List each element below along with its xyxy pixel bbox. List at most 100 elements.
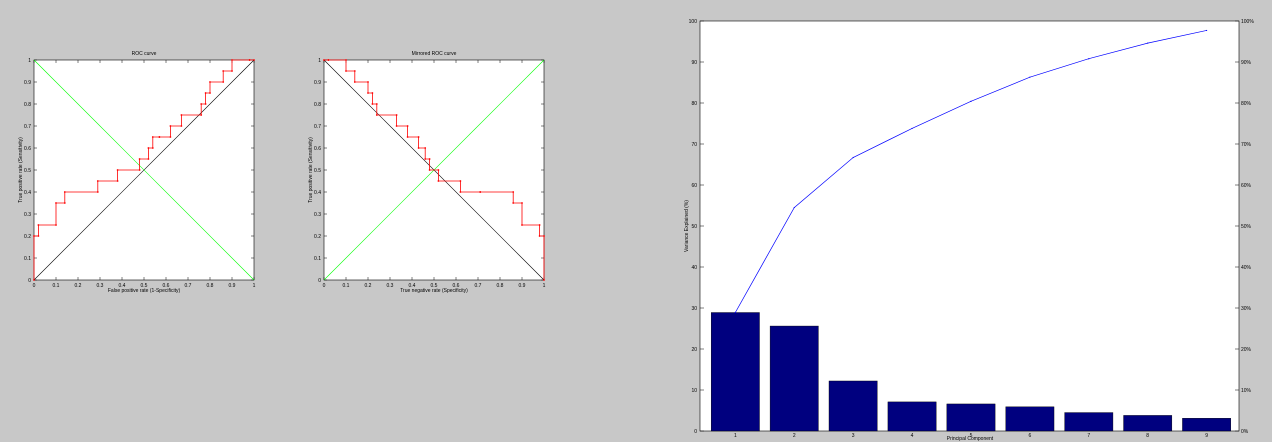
roc-curve-point xyxy=(96,180,99,182)
mirrored-roc-curve-point xyxy=(375,114,378,116)
roc-x-tick-label: 0.9 xyxy=(229,283,236,289)
pca-x-tick-label: 3 xyxy=(852,433,855,439)
roc-y-tick-label: 0.9 xyxy=(24,80,31,86)
roc-title: ROC curve xyxy=(132,51,157,57)
pca-y2-tick-label: 10% xyxy=(1241,388,1252,394)
mirrored-roc-curve-point xyxy=(345,59,347,61)
pca-x-tick-label: 8 xyxy=(1146,433,1149,439)
roc-curve-point xyxy=(55,202,57,204)
mirrored-roc-y-tick-label: 0.3 xyxy=(314,212,321,218)
roc-curve-point xyxy=(33,235,35,237)
pca-y-tick-label: 60 xyxy=(691,183,697,189)
mirrored-roc-y-tick-label: 0.7 xyxy=(314,124,321,130)
roc-curve-point xyxy=(138,169,141,171)
pca-x-tick-label: 4 xyxy=(911,433,914,439)
roc-y-tick-label: 0.2 xyxy=(24,234,31,240)
roc-curve-point xyxy=(200,103,203,105)
mirrored-roc-curve-point xyxy=(395,125,398,127)
mirrored-roc-curve-point xyxy=(479,191,482,193)
mirrored-roc-y-tick-label: 0.4 xyxy=(314,190,321,196)
roc-curve-point xyxy=(147,158,150,160)
pca-bar xyxy=(769,325,819,432)
roc-x-tick-label: 0.5 xyxy=(141,283,148,289)
pca-y-tick-label: 30 xyxy=(691,306,697,312)
roc-y-tick-label: 0.5 xyxy=(24,168,31,174)
pca-y2-tick-label: 40% xyxy=(1241,265,1252,271)
pca-y-tick-label: 0 xyxy=(694,429,697,435)
mirrored-roc-x-label: True negative rate (Specificity) xyxy=(400,288,468,294)
pca-y-tick-label: 80 xyxy=(691,101,697,107)
roc-y-tick-label: 1 xyxy=(28,58,31,64)
mirrored-roc-curve-point xyxy=(323,59,325,61)
mirrored-roc-y-tick-label: 0.9 xyxy=(314,80,321,86)
pca-cumulative-point xyxy=(852,156,854,159)
roc-curve-point xyxy=(253,59,255,61)
mirrored-roc-x-tick-label: 0.9 xyxy=(519,283,526,289)
roc-x-tick-label: 0.3 xyxy=(97,283,104,289)
pca-y-tick-label: 10 xyxy=(691,388,697,394)
roc-curve-point xyxy=(200,114,203,116)
pca-pareto-chart: Principal Component Variance Explained (… xyxy=(684,19,1254,442)
roc-x-tick-label: 1 xyxy=(253,283,256,289)
mirrored-roc-curve-point xyxy=(406,125,409,127)
pca-y-tick-label: 20 xyxy=(691,347,697,353)
roc-curve-point xyxy=(151,136,154,138)
pca-bar xyxy=(828,380,878,432)
mirrored-roc-curve-point xyxy=(424,158,427,160)
pca-bar xyxy=(1005,406,1055,432)
mirrored-roc-curve-point xyxy=(521,224,523,226)
roc-curve-point xyxy=(209,81,211,83)
mirrored-roc-curve-point xyxy=(424,147,427,149)
pca-y2-tick-label: 60% xyxy=(1241,183,1252,189)
pca-y-tick-label: 70 xyxy=(691,142,697,148)
roc-curve-point xyxy=(231,70,233,72)
roc-curve-point xyxy=(63,191,66,193)
pca-bar xyxy=(710,312,760,432)
pca-y2-tick-label: 70% xyxy=(1241,142,1252,148)
roc-x-tick-label: 0.7 xyxy=(185,283,192,289)
pca-x-tick-label: 5 xyxy=(970,433,973,439)
roc-y-tick-label: 0.4 xyxy=(24,190,31,196)
mirrored-roc-curve-point xyxy=(417,136,420,138)
roc-curve-point xyxy=(209,92,211,94)
mirrored-roc-curve-point xyxy=(428,158,431,160)
mirrored-roc-curve-point xyxy=(327,59,330,61)
roc-curve-point xyxy=(169,136,172,138)
pca-y2-tick-label: 90% xyxy=(1241,60,1252,66)
pca-cumulative-point xyxy=(1147,42,1149,44)
pca-x-tick-label: 2 xyxy=(793,433,796,439)
pca-y2-tick-label: 30% xyxy=(1241,306,1252,312)
mirrored-roc-y-tick-label: 0.8 xyxy=(314,102,321,108)
roc-x-label: False positive rate (1-Specificity) xyxy=(108,288,181,294)
mirrored-roc-curve-point xyxy=(512,202,515,204)
roc-x-tick-label: 0.2 xyxy=(75,283,82,289)
mirrored-roc-curve-point xyxy=(437,169,440,171)
pca-y-tick-label: 50 xyxy=(691,224,697,230)
pca-bar xyxy=(1064,412,1114,432)
mirrored-roc-curve-point xyxy=(371,92,374,94)
mirrored-roc-curve-point xyxy=(367,81,369,83)
roc-curve-point xyxy=(96,191,99,193)
roc-y-tick-label: 0 xyxy=(28,278,31,284)
mirrored-roc-y-tick-label: 0.6 xyxy=(314,146,321,152)
pca-bar xyxy=(887,401,937,432)
roc-y-tick-label: 0.3 xyxy=(24,212,31,218)
mirrored-roc-x-tick-label: 0.2 xyxy=(365,283,372,289)
mirrored-roc-x-tick-label: 0.3 xyxy=(387,283,394,289)
mirrored-roc-y-tick-label: 0.1 xyxy=(314,256,321,262)
pca-y2-tick-label: 50% xyxy=(1241,224,1252,230)
pca-x-tick-label: 6 xyxy=(1028,433,1031,439)
roc-x-tick-label: 0.8 xyxy=(207,283,214,289)
roc-chart: ROC curve False positive rate (1-Specifi… xyxy=(18,51,256,294)
roc-curve-point xyxy=(151,147,154,149)
mirrored-roc-curve-point xyxy=(417,147,420,149)
pca-cumulative-point xyxy=(970,100,972,102)
pca-y2-tick-label: 80% xyxy=(1241,101,1252,107)
mirrored-roc-curve-point xyxy=(371,103,374,105)
roc-curve-point xyxy=(138,158,141,160)
roc-curve-point xyxy=(55,224,57,226)
roc-curve-point xyxy=(248,59,251,61)
mirrored-roc-curve-point xyxy=(543,279,545,281)
pca-bar xyxy=(946,403,996,432)
